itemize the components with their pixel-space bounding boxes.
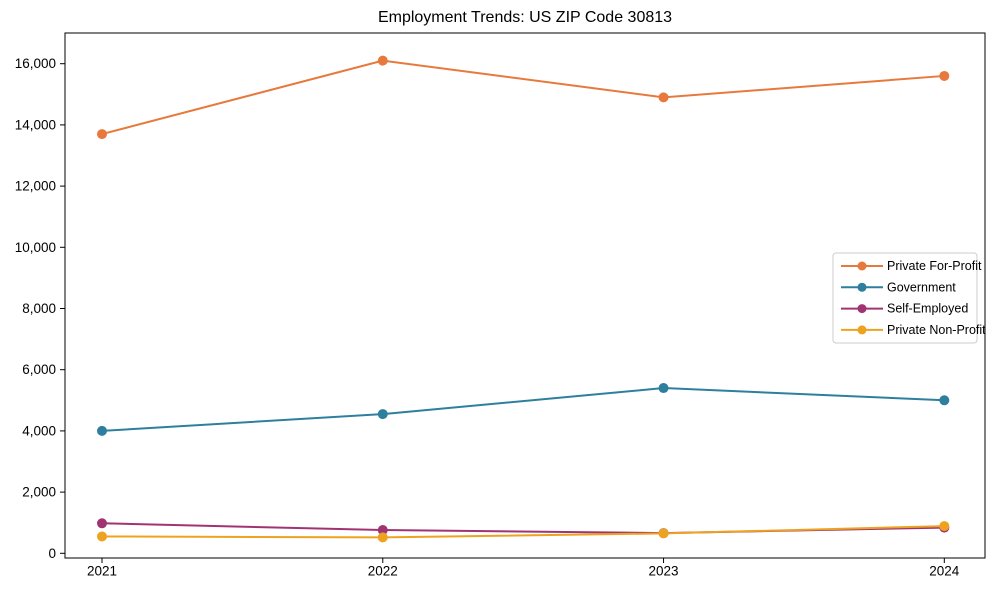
legend-label-self-employed: Self-Employed (887, 302, 968, 316)
legend-marker-dot-government (857, 282, 867, 292)
data-point-self-employed-2021 (97, 518, 107, 529)
data-point-government-2021 (97, 425, 107, 436)
y-tick-label: 4,000 (22, 423, 56, 438)
series-line-private-non-profit (101, 525, 945, 539)
legend-label-private-for-profit: Private For-Profit (887, 259, 982, 273)
chart-title: Employment Trends: US ZIP Code 30813 (377, 9, 673, 26)
legend-box (832, 252, 978, 344)
y-tick-label: 0 (48, 546, 56, 561)
data-point-private-non-profit-2022 (377, 532, 388, 543)
series-line-government (101, 387, 945, 432)
data-point-private-for-profit-2023 (658, 92, 669, 103)
legend-label-private-non-profit: Private Non-Profit (887, 323, 986, 337)
y-tick-label: 12,000 (15, 179, 56, 194)
y-tick-label: 8,000 (22, 301, 56, 316)
x-tick-label: 2021 (87, 564, 117, 579)
y-tick-label: 10,000 (15, 240, 56, 255)
y-tick-label: 16,000 (15, 56, 56, 71)
data-point-private-for-profit-2021 (97, 129, 107, 140)
y-tick-label: 2,000 (22, 485, 56, 500)
data-point-government-2024 (939, 395, 950, 406)
x-tick-label: 2023 (649, 564, 679, 579)
series-line-private-for-profit (101, 59, 945, 136)
legend-marker-dot-private-for-profit (857, 261, 867, 271)
x-tick-label: 2022 (368, 564, 398, 579)
data-point-private-non-profit-2021 (97, 531, 107, 542)
legend-label-government: Government (887, 280, 956, 294)
data-point-private-for-profit-2022 (377, 55, 388, 66)
y-tick-label: 14,000 (15, 117, 56, 132)
data-point-private-non-profit-2024 (939, 521, 950, 532)
data-point-government-2022 (377, 409, 388, 420)
y-tick-label: 6,000 (22, 362, 56, 377)
series-line-self-employed (101, 522, 945, 535)
data-point-self-employed-2022 (377, 525, 388, 536)
data-point-government-2023 (658, 383, 669, 394)
x-tick-label: 2024 (929, 564, 960, 579)
data-point-private-for-profit-2024 (939, 70, 950, 81)
plot-border (64, 32, 986, 559)
data-point-private-non-profit-2023 (658, 528, 669, 539)
legend-marker-dot-self-employed (857, 304, 867, 314)
legend-marker-dot-private-non-profit (857, 325, 867, 335)
